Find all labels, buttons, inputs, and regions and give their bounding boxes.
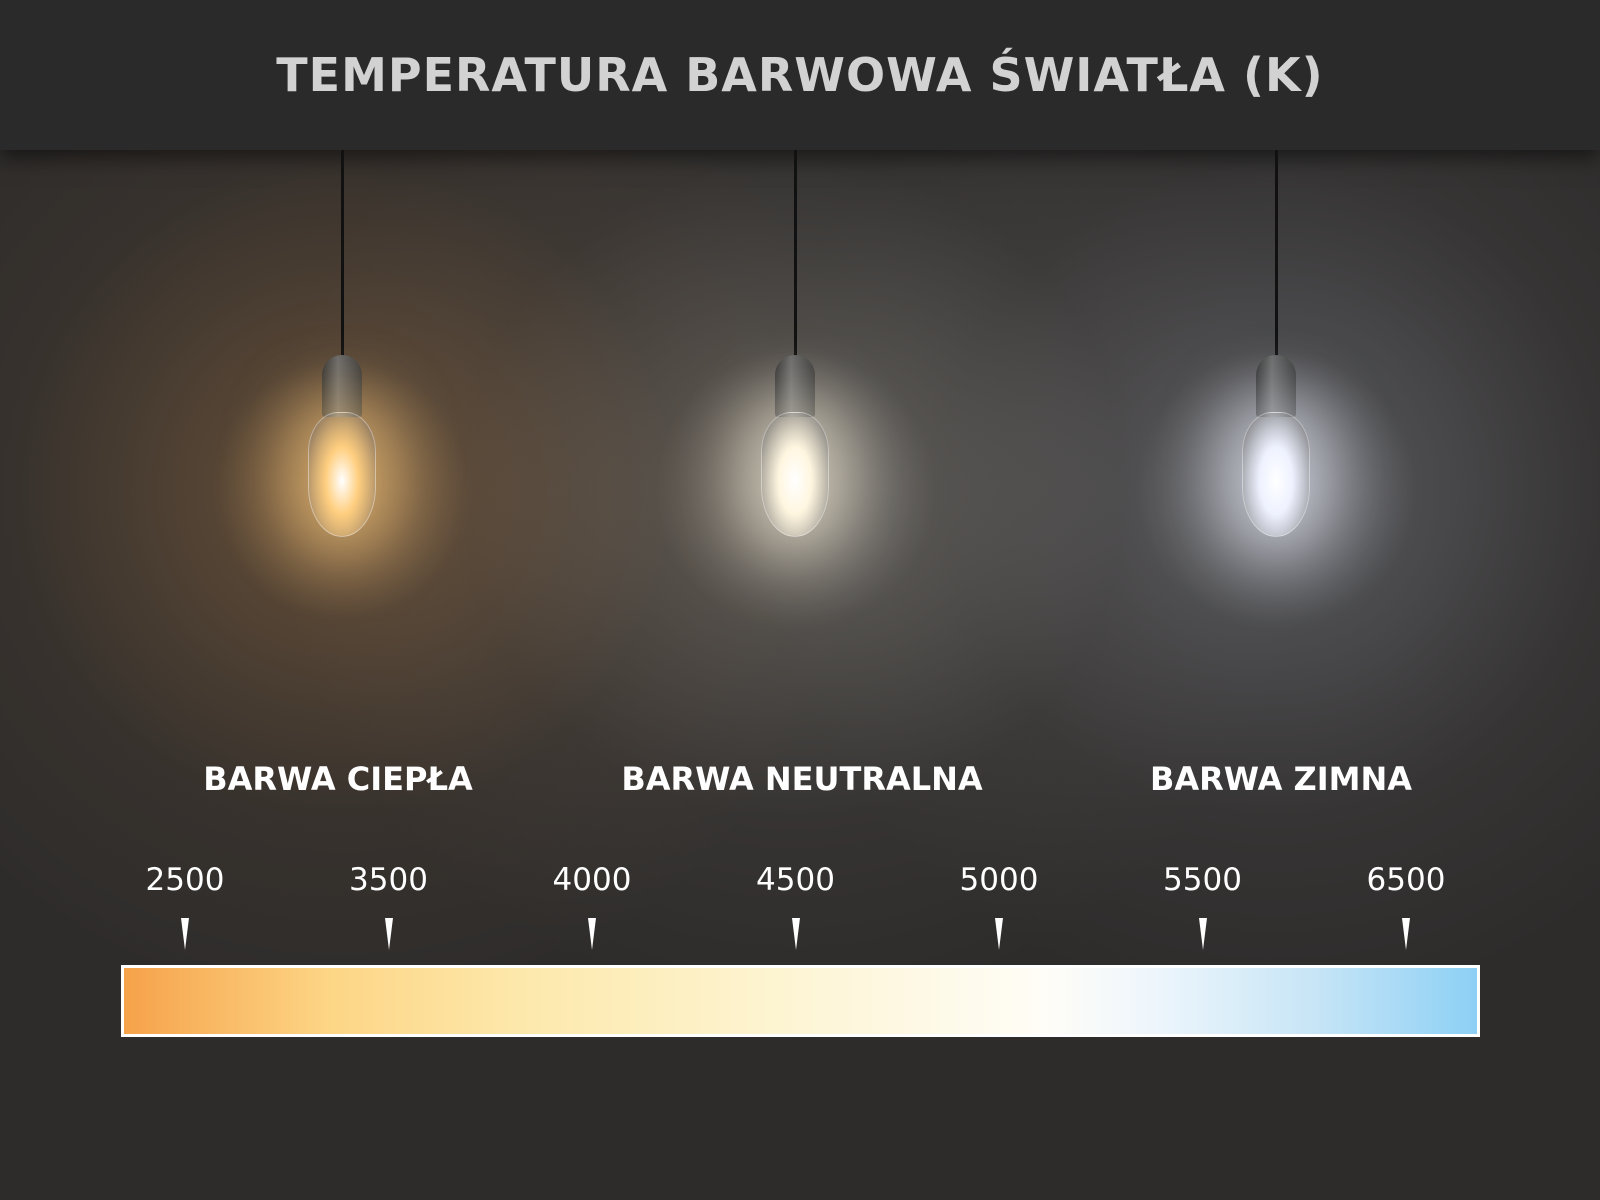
tick-label: 5000 (959, 862, 1039, 898)
tick-marker (181, 918, 189, 950)
bulb-cord (341, 150, 344, 360)
tick-marker (995, 918, 1003, 950)
bulb-socket (775, 355, 815, 417)
tick-label: 2500 (145, 862, 225, 898)
tick-marker (1198, 918, 1207, 950)
category-label: BARWA NEUTRALNA (621, 760, 983, 798)
tick-label: 6500 (1366, 862, 1446, 898)
category-label: BARWA ZIMNA (1149, 760, 1413, 798)
bulb-cord (794, 150, 797, 360)
bulb-cord (1275, 150, 1278, 360)
tick-label: 3500 (349, 862, 428, 898)
bulb-socket (322, 355, 362, 417)
light-bulb-icon (761, 412, 829, 537)
tick-marker (791, 918, 800, 950)
page-title: TEMPERATURA BARWOWA ŚWIATŁA (K) (276, 48, 1324, 102)
category-label: BARWA CIEPŁA (203, 760, 473, 798)
color-temperature-gradient-bar (121, 965, 1480, 1037)
tick-marker (1402, 918, 1410, 950)
bulb-socket (1256, 355, 1296, 417)
tick-label: 4000 (552, 862, 632, 898)
tick-label: 4500 (756, 862, 835, 898)
tick-marker (384, 918, 393, 950)
light-bulb-icon (308, 412, 376, 537)
light-bulb-icon (1242, 412, 1310, 537)
tick-marker (588, 918, 596, 950)
tick-label: 5500 (1163, 862, 1242, 898)
header: TEMPERATURA BARWOWA ŚWIATŁA (K) (0, 0, 1600, 150)
